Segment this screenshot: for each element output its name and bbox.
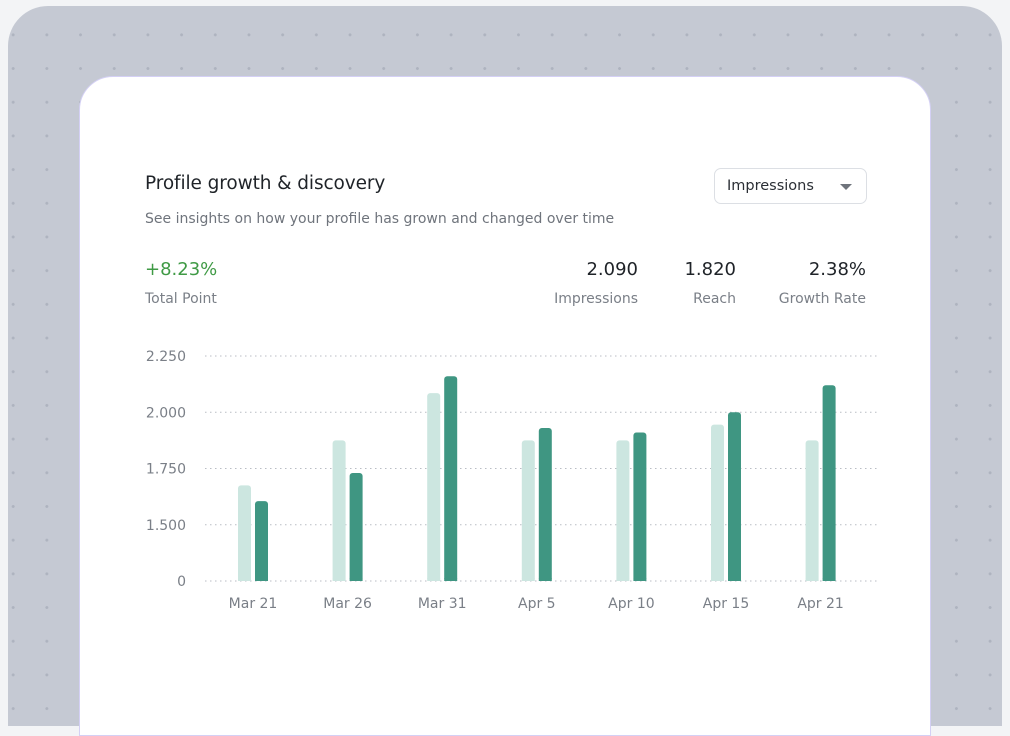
bar-base — [349, 578, 363, 581]
bar-dark — [728, 412, 741, 581]
bar-base — [633, 578, 647, 581]
bar-dark — [255, 501, 268, 581]
y-tick-label: 2.250 — [146, 349, 186, 365]
bar-base — [521, 578, 535, 581]
bar-light — [238, 485, 251, 581]
kpi-reach-value: 1.820 — [684, 259, 736, 280]
y-tick-label: 1.750 — [146, 462, 186, 478]
bar-base — [616, 578, 630, 581]
card-subtitle: See insights on how your profile has gro… — [145, 211, 615, 227]
card-title: Profile growth & discovery — [145, 173, 386, 194]
kpi-reach-label: Reach — [693, 291, 736, 307]
kpi-impressions-label: Impressions — [554, 291, 638, 307]
y-tick-label: 0 — [177, 574, 186, 590]
y-tick-label: 2.000 — [146, 405, 186, 421]
bar-base — [538, 578, 552, 581]
metric-dropdown-label: Impressions — [727, 178, 814, 194]
y-tick-label: 1.500 — [146, 518, 186, 534]
x-tick-label: Apr 15 — [703, 596, 749, 612]
bar-base — [822, 578, 836, 581]
x-tick-label: Mar 31 — [418, 596, 467, 612]
kpi-impressions-value: 2.090 — [586, 259, 638, 280]
bar-dark — [538, 428, 552, 581]
bar-light — [711, 424, 724, 581]
bar-chart: 2.250 2.000 1.750 1.500 0 Mar 21 Mar 26 Mar 31 A… — [146, 349, 880, 612]
bar-dark — [444, 376, 458, 581]
x-tick-label: Apr 10 — [608, 596, 654, 612]
kpi-growth-value: 2.38% — [808, 259, 866, 280]
metric-dropdown[interactable]: Impressions — [714, 168, 867, 204]
kpi-total-label: Total Point — [145, 291, 217, 307]
bar-dark — [349, 473, 363, 581]
bar-dark — [633, 432, 647, 581]
bar-base — [238, 578, 251, 581]
bar-light — [616, 440, 630, 581]
bar-light — [521, 440, 535, 581]
bar-light — [332, 440, 346, 581]
bar-light — [805, 440, 819, 581]
bar-base — [728, 578, 741, 581]
x-tick-label: Mar 26 — [323, 596, 372, 612]
bar-dark — [822, 385, 836, 581]
bar-base — [332, 578, 346, 581]
x-tick-label: Apr 5 — [518, 596, 556, 612]
bar-base — [805, 578, 819, 581]
bar-base — [427, 578, 441, 581]
bar-base — [255, 578, 268, 581]
kpi-growth-label: Growth Rate — [778, 291, 866, 307]
x-tick-label: Apr 21 — [797, 596, 843, 612]
kpi-total-value: +8.23% — [145, 259, 218, 280]
bar-light — [427, 393, 441, 581]
insights-card: Profile growth & discovery See insights … — [79, 76, 931, 736]
bar-base — [711, 578, 724, 581]
chevron-down-icon — [840, 184, 852, 190]
x-tick-label: Mar 21 — [229, 596, 278, 612]
bar-base — [444, 578, 458, 581]
